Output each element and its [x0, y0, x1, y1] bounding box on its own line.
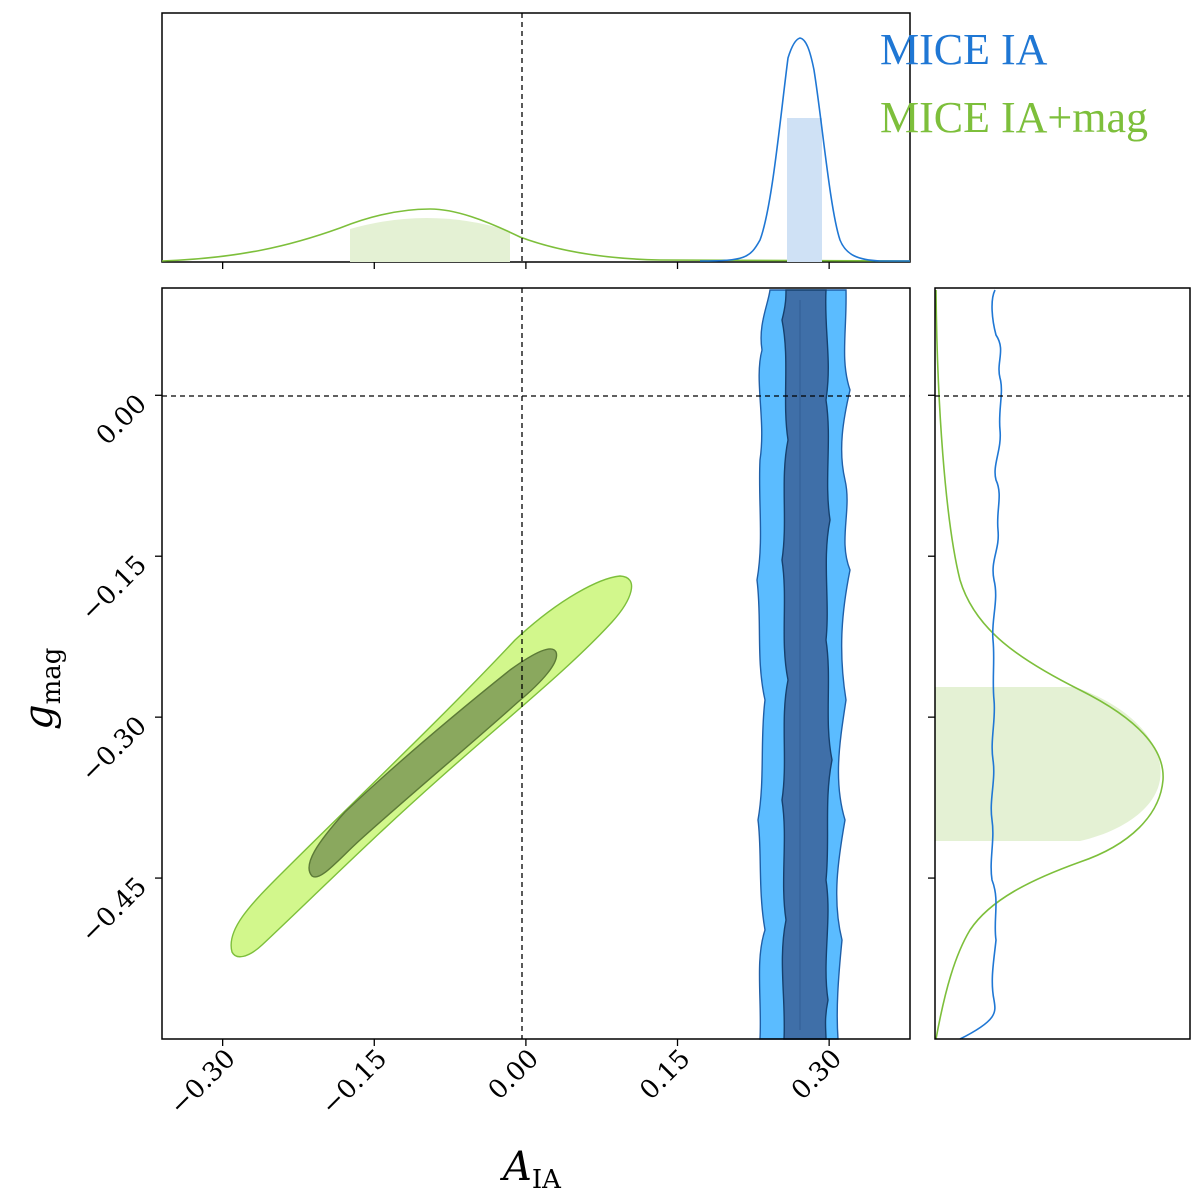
right-panel-border	[934, 287, 1191, 1040]
top-panel-frame	[161, 12, 911, 263]
ia-mag-contour-68	[308, 648, 558, 878]
ia-mag-68-band-top	[350, 217, 510, 262]
x-axis-label-sub: IA	[532, 1165, 562, 1195]
legend-entry-mice-ia-mag: MICE IA+mag	[880, 93, 1148, 142]
legend-entry-mice-ia: MICE IA	[880, 25, 1048, 74]
right-marginal-panel	[934, 287, 1191, 1040]
right-panel-frame	[935, 288, 1190, 1039]
ia-marginal-curve-right	[959, 289, 1003, 1040]
y-tick-label: 0.00	[91, 389, 153, 451]
x-tick-label: −0.15	[316, 1044, 394, 1122]
top-marginal-panel	[161, 12, 911, 263]
x-tick-label: 0.30	[786, 1044, 848, 1106]
ia-mag-marginal-curve-right	[935, 289, 1164, 1040]
main-2d-panel	[161, 287, 911, 1040]
x-tick-label: 0.15	[634, 1044, 696, 1106]
ia-68-band-top	[787, 118, 822, 262]
y-tick-label: −0.30	[75, 711, 153, 789]
ia-marginal-curve-top	[699, 37, 910, 262]
legend: MICE IA MICE IA+mag	[880, 25, 1148, 142]
x-tick-label: 0.00	[483, 1044, 545, 1106]
main-panel-border	[161, 287, 911, 1040]
y-tick-label: −0.45	[75, 872, 153, 950]
x-axis-label: AIA	[499, 1144, 562, 1195]
ia-contour-68	[781, 289, 833, 1040]
y-axis-label: gmag	[16, 648, 67, 730]
x-tick-label: −0.30	[164, 1044, 242, 1122]
y-tick-label: −0.15	[75, 550, 153, 628]
y-axis-label-sub: mag	[37, 648, 67, 705]
